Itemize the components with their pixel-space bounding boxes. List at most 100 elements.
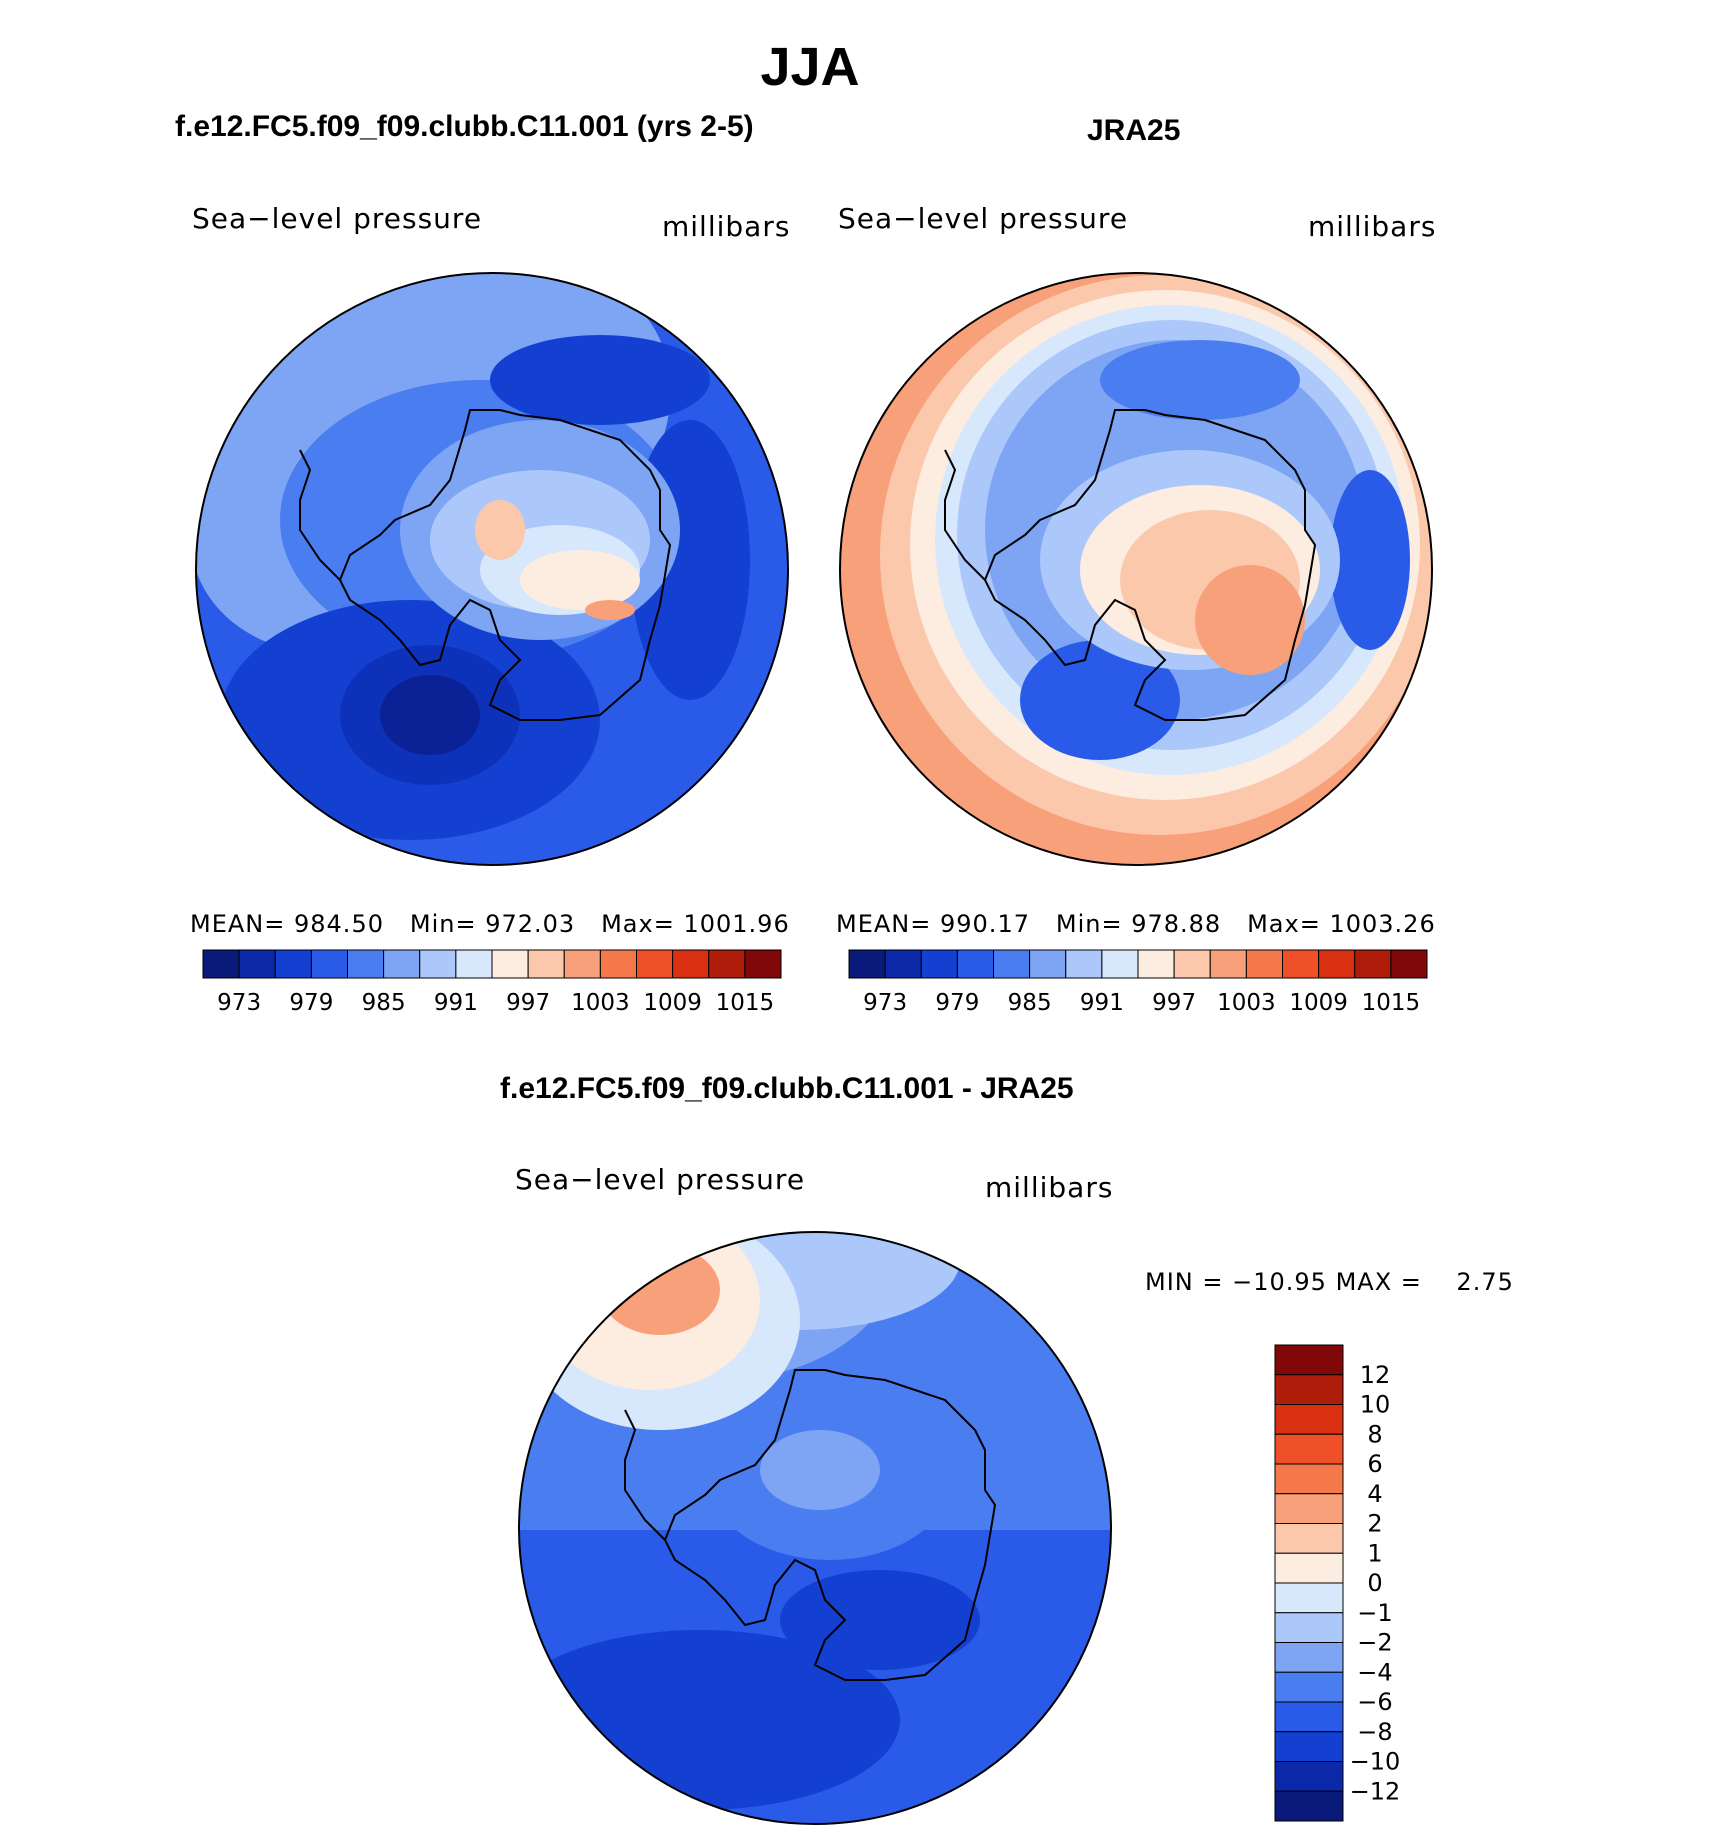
colorbar-swatch bbox=[848, 949, 886, 979]
colorbar-swatch bbox=[1274, 1731, 1344, 1762]
colorbar-swatch bbox=[274, 949, 312, 979]
units-label-obs: millibars bbox=[1308, 210, 1437, 243]
colorbar-swatch bbox=[1274, 1582, 1344, 1614]
colorbar-swatch bbox=[1274, 1761, 1344, 1792]
colorbar-swatch bbox=[347, 949, 385, 979]
polar-map-model bbox=[196, 273, 788, 865]
colorbar-tick-label: 1 bbox=[1367, 1539, 1382, 1567]
colorbar-swatch bbox=[1209, 949, 1247, 979]
colorbar-tick-label: 1009 bbox=[643, 990, 702, 1016]
colorbar-swatch bbox=[238, 949, 276, 979]
polar-map-diff bbox=[519, 1232, 1111, 1824]
variable-label-obs: Sea−level pressure bbox=[838, 202, 1129, 235]
colorbar-swatch bbox=[310, 949, 348, 979]
colorbar-swatch bbox=[1282, 949, 1320, 979]
min-label: Min= bbox=[1055, 910, 1123, 938]
variable-label-model: Sea−level pressure bbox=[192, 202, 483, 235]
colorbar-swatch bbox=[1029, 949, 1067, 979]
colorbar-tick-label: −12 bbox=[1350, 1777, 1401, 1805]
mean-label: MEAN= bbox=[836, 910, 932, 938]
min-label: MIN = bbox=[1145, 1268, 1224, 1296]
map-border-diff bbox=[518, 1231, 1112, 1825]
colorbar-swatch bbox=[1274, 1790, 1344, 1822]
colorbar-tick-label: −8 bbox=[1357, 1718, 1392, 1746]
colorbar-swatch bbox=[1274, 1463, 1344, 1495]
max-value: 1003.26 bbox=[1329, 910, 1436, 938]
colorbar-swatch bbox=[1390, 949, 1428, 979]
figure-title: JJA bbox=[760, 37, 860, 97]
panel-title-model: f.e12.FC5.f09_f09.clubb.C11.001 (yrs 2-5… bbox=[175, 110, 754, 143]
colorbar-swatch bbox=[202, 949, 240, 979]
colorbar-swatch bbox=[920, 949, 958, 979]
colorbar-tick-label: 985 bbox=[1008, 990, 1052, 1016]
min-value: 978.88 bbox=[1131, 910, 1222, 938]
max-value: 2.75 bbox=[1456, 1268, 1514, 1296]
colorbar-tick-label: 10 bbox=[1360, 1391, 1391, 1419]
colorbar-obs: 973 979 985 991 997 1003 1009 1015 bbox=[848, 949, 1428, 1016]
colorbar-tick-label: 12 bbox=[1360, 1361, 1391, 1389]
colorbar-tick-label: 2 bbox=[1367, 1510, 1382, 1538]
colorbar-tick-label: 997 bbox=[1152, 990, 1196, 1016]
colorbar-swatch bbox=[744, 949, 782, 979]
colorbar-swatch bbox=[1065, 949, 1103, 979]
colorbar-model: 973 979 985 991 997 1003 1009 1015 bbox=[202, 949, 782, 1016]
colorbar-tick-label: 979 bbox=[289, 990, 333, 1016]
variable-label-diff: Sea−level pressure bbox=[515, 1163, 806, 1196]
min-label: Min= bbox=[409, 910, 477, 938]
colorbar-swatch bbox=[1274, 1671, 1344, 1703]
colorbar-swatch bbox=[1318, 949, 1356, 979]
colorbar-tick-label: −1 bbox=[1357, 1599, 1392, 1627]
colorbar-tick-label: −10 bbox=[1350, 1748, 1401, 1776]
mean-label: MEAN= bbox=[190, 910, 286, 938]
colorbar-tick-label: 1015 bbox=[1362, 990, 1421, 1016]
colorbar-swatch bbox=[599, 949, 637, 979]
colorbar-swatch bbox=[527, 949, 565, 979]
colorbar-tick-label: 973 bbox=[863, 990, 907, 1016]
colorbar-swatch bbox=[1274, 1493, 1344, 1524]
colorbar-tick-label: 1003 bbox=[571, 990, 630, 1016]
colorbar-tick-label: 973 bbox=[217, 990, 261, 1016]
colorbar-tick-label: 8 bbox=[1367, 1420, 1382, 1448]
colorbar-swatch bbox=[636, 949, 674, 979]
colorbar-swatch bbox=[1137, 949, 1175, 979]
units-label-diff: millibars bbox=[985, 1171, 1114, 1204]
colorbar-swatch bbox=[884, 949, 922, 979]
colorbar-tick-label: 997 bbox=[506, 990, 550, 1016]
colorbar-swatch bbox=[419, 949, 457, 979]
max-label: MAX = bbox=[1335, 1268, 1422, 1296]
colorbar-swatch bbox=[993, 949, 1031, 979]
colorbar-tick-label: −4 bbox=[1357, 1658, 1392, 1686]
colorbar-swatch bbox=[1274, 1612, 1344, 1643]
colorbar-swatch bbox=[563, 949, 601, 979]
max-value: 1001.96 bbox=[683, 910, 790, 938]
colorbar-tick-label: 979 bbox=[935, 990, 979, 1016]
colorbar-swatch bbox=[1245, 949, 1283, 979]
colorbar-tick-label: 985 bbox=[362, 990, 406, 1016]
colorbar-swatch bbox=[1274, 1404, 1344, 1435]
colorbar-swatch bbox=[1274, 1433, 1344, 1465]
colorbar-swatch bbox=[708, 949, 746, 979]
colorbar-tick-label: −2 bbox=[1357, 1629, 1392, 1657]
map-border-obs bbox=[839, 272, 1433, 866]
panel-title-obs: JRA25 bbox=[1087, 114, 1181, 147]
colorbar-swatch bbox=[455, 949, 493, 979]
colorbar-tick-label: 991 bbox=[1080, 990, 1124, 1016]
colorbar-swatch bbox=[1173, 949, 1211, 979]
map-border-model bbox=[195, 272, 789, 866]
units-label-model: millibars bbox=[662, 210, 791, 243]
colorbar-swatch bbox=[956, 949, 994, 979]
stats-obs: MEAN= 990.17 Min= 978.88 Max= 1003.26 bbox=[836, 910, 1436, 938]
min-value: −10.95 bbox=[1232, 1268, 1327, 1296]
colorbar-swatch bbox=[1354, 949, 1392, 979]
colorbar-swatch bbox=[1274, 1344, 1344, 1376]
colorbar-tick-label: −6 bbox=[1357, 1688, 1392, 1716]
min-value: 972.03 bbox=[485, 910, 576, 938]
colorbar-swatch bbox=[383, 949, 421, 979]
polar-map-obs bbox=[840, 273, 1432, 865]
max-label: Max= bbox=[1247, 910, 1321, 938]
mean-value: 990.17 bbox=[940, 910, 1030, 938]
colorbar-swatch bbox=[1274, 1642, 1344, 1673]
colorbar-tick-label: 1009 bbox=[1289, 990, 1348, 1016]
colorbar-swatch bbox=[1274, 1374, 1344, 1405]
colorbar-swatch bbox=[491, 949, 529, 979]
